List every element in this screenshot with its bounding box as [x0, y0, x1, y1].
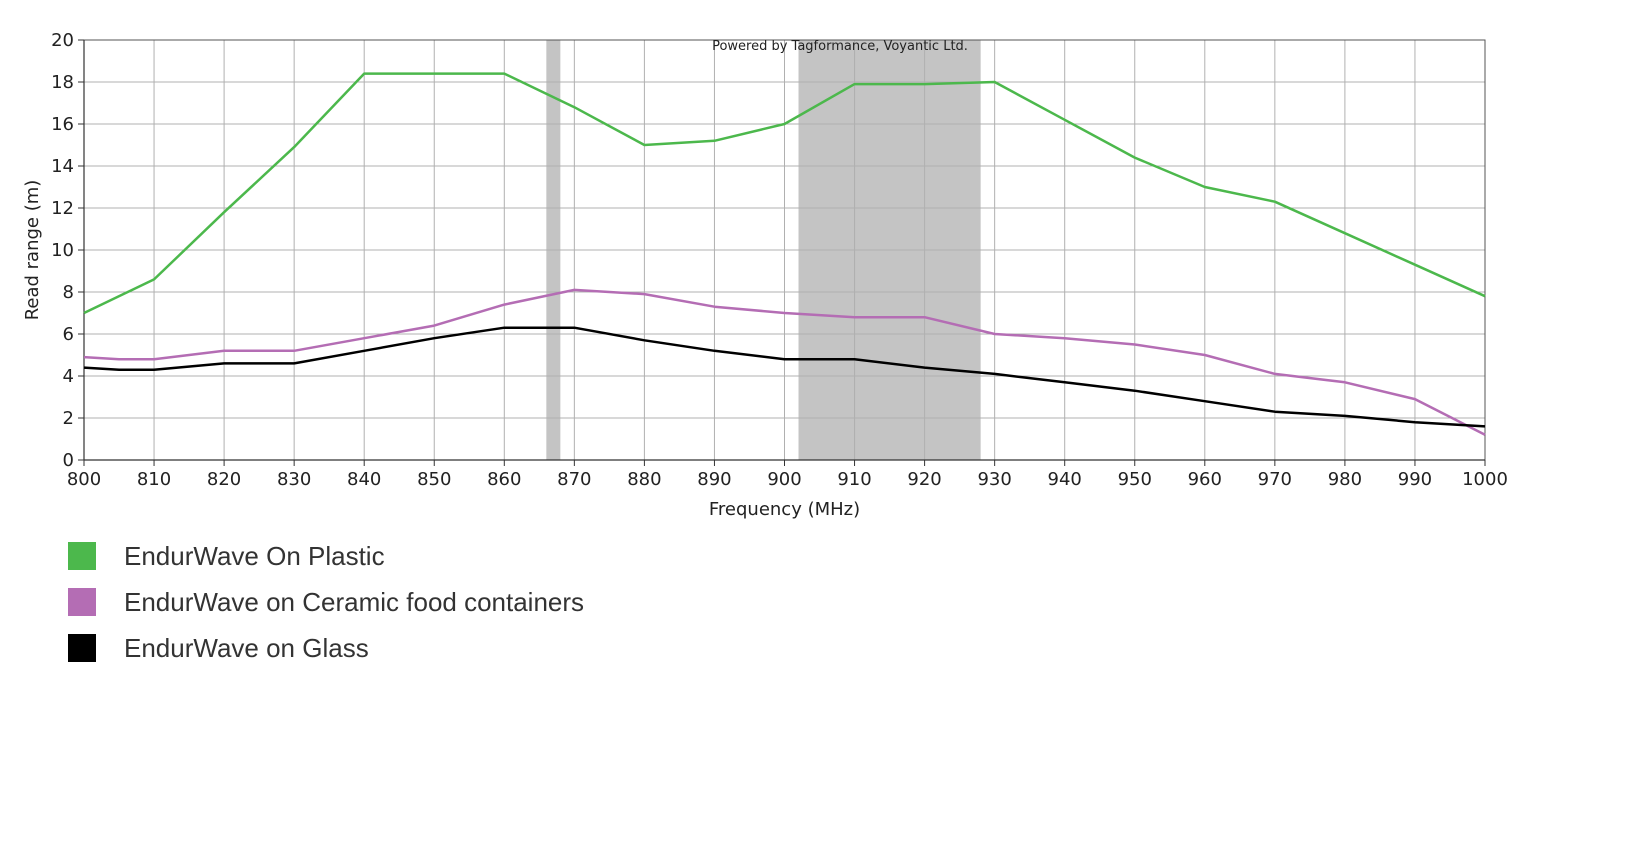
x-tick-label-14: 940 [1048, 469, 1082, 490]
x-tick-label-0: 800 [67, 469, 101, 490]
gridlines [83, 39, 1486, 461]
y-tick-label-2: 4 [63, 366, 74, 387]
x-tick-label-8: 880 [627, 469, 661, 490]
y-tick-label-10: 20 [51, 30, 74, 51]
y-tick-label-6: 12 [51, 198, 74, 219]
x-tick-label-7: 870 [557, 469, 591, 490]
x-tick-labels: 800 810 820 830 840 850 860 870 880 890 900 910 920 9… [67, 460, 1508, 490]
y-axis-title: Read range (m) [22, 180, 43, 321]
x-tick-label-10: 900 [767, 469, 801, 490]
legend-label-ceramic: EndurWave on Ceramic food containers [124, 586, 585, 617]
y-tick-label-3: 6 [63, 324, 74, 345]
legend-label-plastic: EndurWave On Plastic [124, 540, 385, 571]
x-tick-label-4: 840 [347, 469, 381, 490]
x-tick-label-6: 860 [487, 469, 521, 490]
y-tick-label-0: 0 [63, 450, 74, 471]
x-tick-label-18: 980 [1328, 469, 1362, 490]
y-tick-label-8: 16 [51, 114, 74, 135]
legend-item-glass: EndurWave on Glass [68, 625, 584, 671]
x-tick-label-12: 920 [907, 469, 941, 490]
watermark-text: Powered by Tagformance, Voyantic Ltd. [712, 39, 968, 54]
x-tick-label-2: 820 [207, 469, 241, 490]
x-tick-label-13: 930 [977, 469, 1011, 490]
read-range-chart: 800 810 820 830 840 850 860 870 880 890 900 910 920 9… [22, 30, 1508, 520]
x-tick-label-11: 910 [837, 469, 871, 490]
series-line-1 [83, 288, 1486, 436]
x-tick-label-16: 960 [1188, 469, 1222, 490]
y-tick-label-9: 18 [51, 72, 74, 93]
x-tick-label-20: 1000 [1462, 469, 1508, 490]
legend-swatch-glass [68, 634, 96, 662]
legend: EndurWave On Plastic EndurWave on Cerami… [68, 533, 584, 671]
x-axis-title: Frequency (MHz) [709, 499, 860, 520]
x-tick-label-5: 850 [417, 469, 451, 490]
x-tick-label-19: 990 [1398, 469, 1432, 490]
x-tick-label-1: 810 [137, 469, 171, 490]
legend-swatch-ceramic [68, 588, 96, 616]
y-tick-label-7: 14 [51, 156, 74, 177]
legend-item-plastic: EndurWave On Plastic [68, 533, 584, 579]
y-tick-label-1: 2 [63, 408, 74, 429]
x-tick-label-15: 950 [1118, 469, 1152, 490]
x-tick-label-9: 890 [697, 469, 731, 490]
series-line-2 [83, 326, 1486, 428]
legend-item-ceramic: EndurWave on Ceramic food containers [68, 579, 584, 625]
x-tick-label-3: 830 [277, 469, 311, 490]
series-lines [83, 72, 1486, 436]
y-tick-labels: 0 2 4 6 8 10 12 14 16 18 20 [51, 30, 84, 471]
y-tick-label-5: 10 [51, 240, 74, 261]
legend-label-glass: EndurWave on Glass [124, 632, 369, 663]
y-tick-label-4: 8 [63, 282, 74, 303]
legend-swatch-plastic [68, 542, 96, 570]
series-line-0 [83, 72, 1486, 315]
x-tick-label-17: 970 [1258, 469, 1292, 490]
